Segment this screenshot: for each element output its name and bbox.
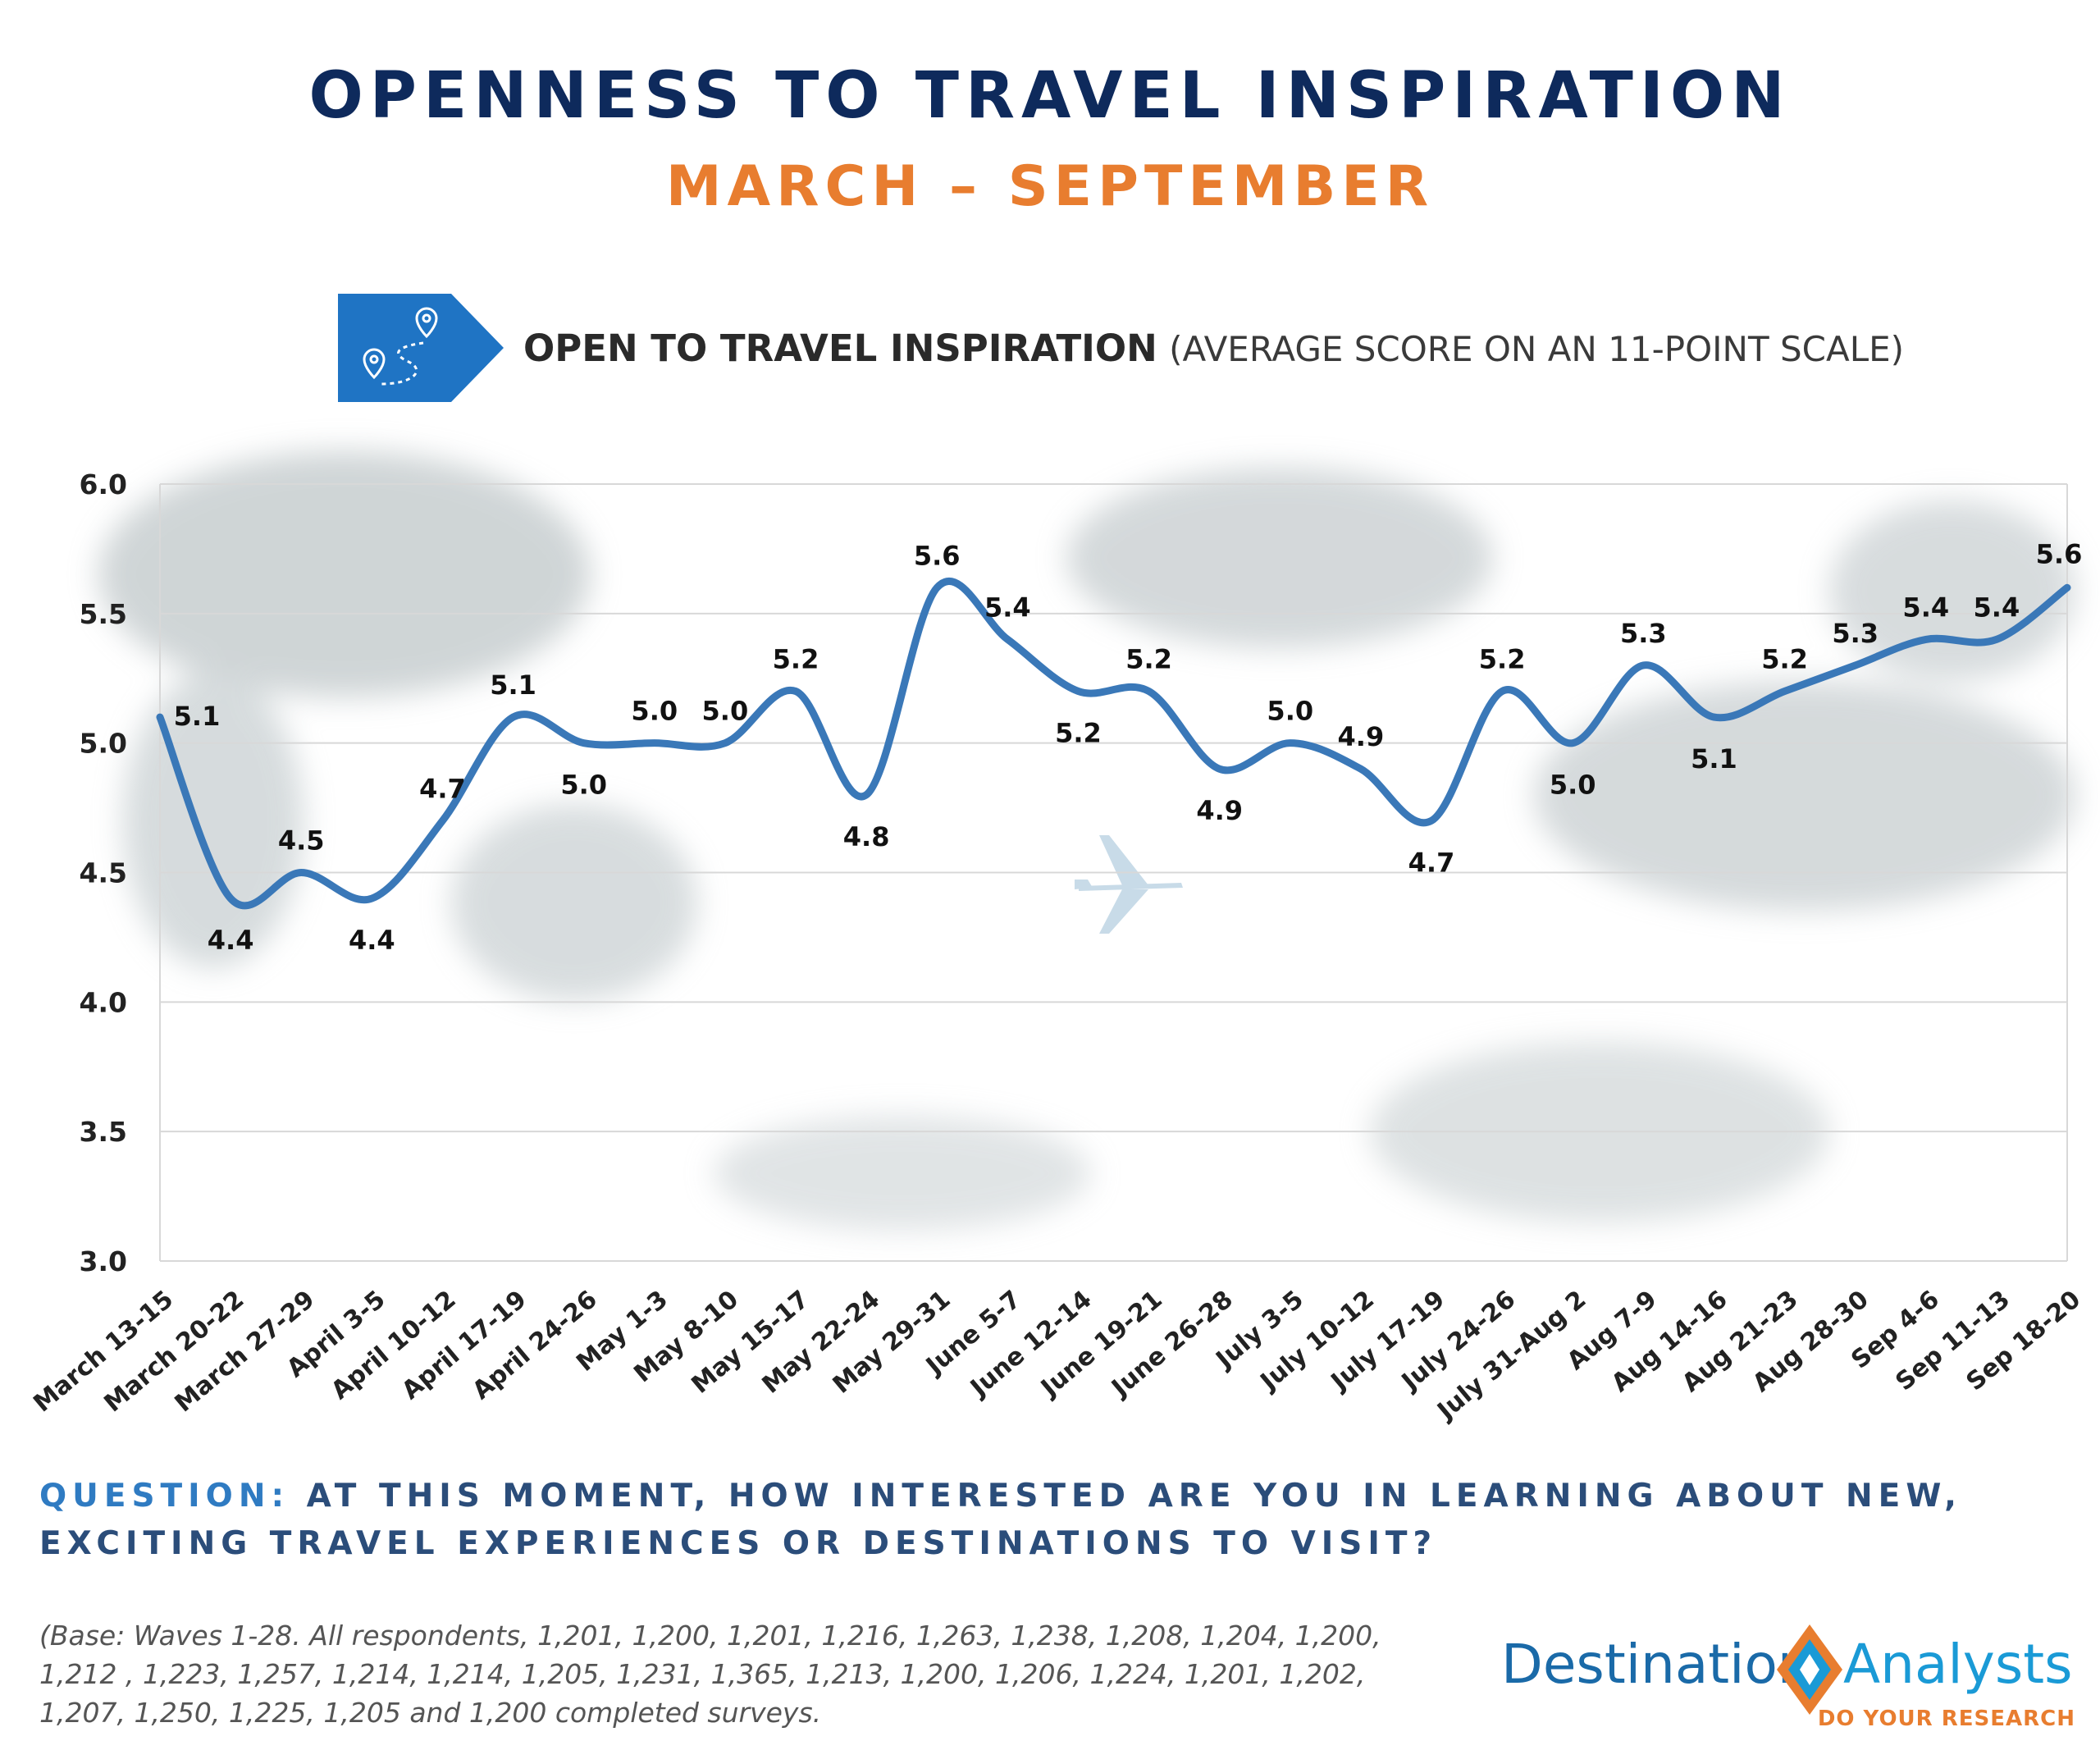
destination-analysts-logo: Destination Analysts DO YOUR RESEARCH (1501, 1624, 2075, 1748)
data-label: 4.4 (208, 925, 254, 956)
data-label: 4.5 (278, 825, 325, 857)
data-label: 5.1 (490, 669, 536, 701)
data-label: 4.4 (349, 925, 395, 956)
data-label: 5.6 (914, 540, 961, 571)
data-label: 5.4 (1902, 592, 1949, 623)
base-note: (Base: Waves 1-28. All respondents, 1,20… (39, 1620, 1381, 1729)
data-label: 5.2 (1055, 718, 1102, 749)
logo-word-destination: Destination (1501, 1633, 1812, 1696)
data-label: 5.0 (1550, 770, 1596, 801)
data-label: 5.2 (773, 644, 819, 675)
data-label: 5.2 (1479, 644, 1526, 675)
logo-word-analysts: Analysts (1843, 1633, 2073, 1696)
x-tick-label: June 12-14 (964, 1285, 1097, 1403)
data-label: 5.3 (1832, 618, 1879, 649)
data-label: 4.9 (1196, 795, 1243, 826)
x-tick-label: June 19-21 (1034, 1285, 1167, 1403)
question-label: QUESTION: (39, 1478, 290, 1515)
data-label: 5.3 (1620, 618, 1667, 649)
data-label: 5.1 (1691, 743, 1737, 774)
airplane-icon (1075, 835, 1183, 934)
logo-diamond-icon (1777, 1624, 1842, 1715)
background-tree-photo (98, 451, 2075, 1231)
page-title: OPENNESS TO TRAVEL INSPIRATION (308, 59, 1792, 133)
y-tick-label: 6.0 (80, 468, 127, 500)
data-label: 5.2 (1761, 644, 1808, 675)
x-tick-label: June 26-28 (1105, 1285, 1238, 1403)
y-tick-label: 5.5 (80, 598, 127, 630)
data-label: 5.2 (1125, 644, 1172, 675)
data-label: 5.1 (174, 701, 221, 732)
chart-heading: OPEN TO TRAVEL INSPIRATION (AVERAGE SCOR… (523, 327, 1904, 370)
question-text: AT THIS MOMENT, HOW INTERESTED ARE YOU I… (39, 1478, 1962, 1562)
series-line (156, 578, 2071, 910)
page-subtitle: MARCH – SEPTEMBER (665, 154, 1435, 219)
data-label: 5.0 (1267, 696, 1313, 727)
map-route-pins-icon (338, 294, 504, 402)
data-label: 5.0 (631, 696, 678, 727)
data-label: 5.0 (702, 696, 749, 727)
y-tick-label: 3.5 (80, 1116, 127, 1148)
data-label: 4.9 (1338, 721, 1385, 752)
y-tick-label: 3.0 (80, 1245, 127, 1277)
chart-heading-scale: (AVERAGE SCORE ON AN 11-POINT SCALE) (1169, 329, 1905, 369)
chart-heading-bold: OPEN TO TRAVEL INSPIRATION (523, 327, 1157, 370)
data-label: 5.4 (984, 592, 1031, 623)
logo-tagline: DO YOUR RESEARCH (1817, 1707, 2075, 1731)
data-label: 5.0 (560, 770, 607, 801)
data-label: 4.7 (1408, 847, 1455, 878)
y-tick-label: 4.0 (80, 986, 127, 1018)
data-label: 5.6 (2036, 538, 2083, 569)
survey-question: QUESTION: AT THIS MOMENT, HOW INTERESTED… (39, 1473, 2057, 1568)
data-label: 5.4 (1974, 592, 2020, 623)
y-tick-label: 5.0 (80, 728, 127, 760)
data-label: 4.7 (419, 773, 466, 804)
y-tick-label: 4.5 (80, 857, 127, 889)
data-label: 4.8 (843, 821, 890, 852)
